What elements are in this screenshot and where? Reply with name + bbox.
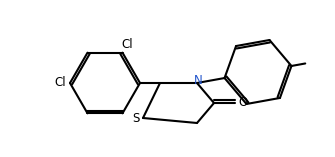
Text: Cl: Cl	[54, 76, 66, 89]
Text: Cl: Cl	[122, 38, 133, 51]
Text: O: O	[239, 97, 248, 109]
Text: S: S	[132, 111, 140, 125]
Text: N: N	[194, 75, 202, 87]
